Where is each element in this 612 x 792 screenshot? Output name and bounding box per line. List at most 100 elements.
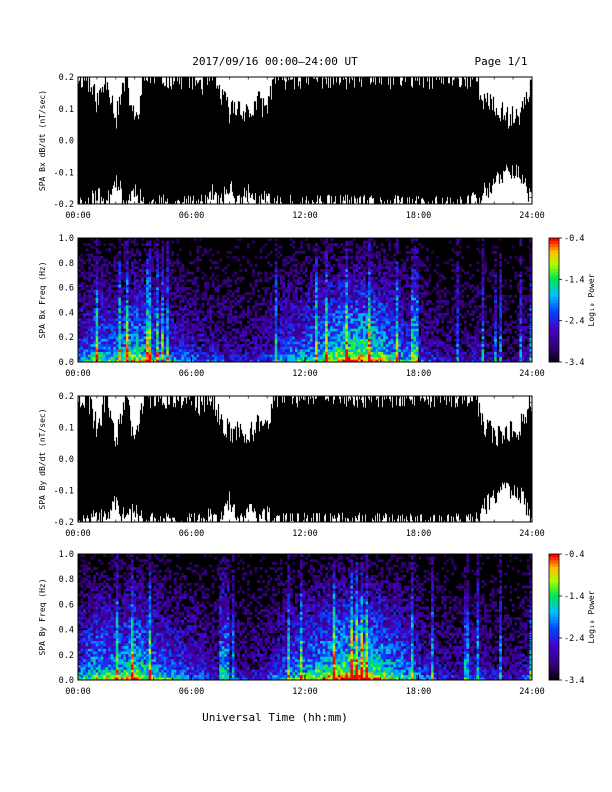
spectrogram-cell: [307, 284, 311, 288]
spectrogram-cell: [196, 336, 200, 340]
spectrogram-cell: [345, 258, 349, 262]
spectrogram-cell: [325, 346, 328, 350]
spectrogram-cell: [413, 297, 417, 301]
spectrogram-cell: [229, 356, 233, 360]
spectrogram-cell: [378, 325, 381, 329]
spectrogram-cell: [418, 336, 422, 340]
spectrogram-cell: [143, 356, 147, 360]
spectrogram-cell: [206, 341, 210, 345]
spectrogram-cell: [418, 359, 422, 363]
spectrogram-cell: [279, 325, 283, 329]
spectrogram-cell: [312, 297, 316, 301]
spectrogram-cell: [151, 312, 154, 316]
spectrogram-cell: [320, 346, 323, 350]
spectrogram-cell: [83, 359, 86, 363]
spectrogram-cell: [352, 351, 356, 355]
spectrogram-cell: [438, 338, 442, 342]
spectrogram-cell: [410, 346, 414, 350]
spectrogram-cell: [385, 356, 389, 360]
spectrogram-cell: [423, 320, 427, 324]
spectrogram-cell: [178, 346, 182, 350]
spectrogram-cell: [297, 325, 301, 329]
spectrogram-cell: [191, 312, 195, 316]
spectrogram-cell: [345, 271, 349, 275]
spectrogram-cell: [163, 356, 167, 360]
spectrogram-cell: [289, 336, 293, 340]
spectrogram-cell: [138, 354, 142, 358]
spectrogram-cell: [297, 271, 301, 275]
spectrogram-cell: [153, 320, 157, 324]
spectrogram-cell: [173, 346, 177, 350]
spectrogram-cell: [347, 338, 351, 342]
spectrogram-cell: [136, 310, 139, 314]
spectrogram-cell: [219, 320, 223, 324]
spectrogram-cell: [100, 284, 104, 288]
spectrogram-cell: [403, 346, 407, 350]
spectrogram-cell: [385, 261, 389, 265]
spectrogram-cell: [259, 302, 263, 306]
spectrogram-cell: [307, 248, 311, 252]
spectrogram-cell: [93, 245, 96, 249]
spectrogram-cell: [357, 320, 361, 324]
spectrogram-cell: [284, 271, 288, 275]
spectrogram-cell: [113, 261, 117, 265]
spectrogram-cell: [355, 331, 359, 334]
spectrogram-cell: [221, 354, 225, 358]
spectrogram-cell: [277, 250, 281, 254]
spectrogram-cell: [181, 310, 185, 314]
spectrogram-cell: [317, 318, 321, 321]
spectrogram-cell: [78, 343, 81, 347]
spectrogram-cell: [105, 248, 109, 252]
spectrogram-cell: [299, 336, 303, 340]
spectrogram-cell: [320, 307, 323, 311]
spectrogram-cell: [335, 243, 339, 247]
spectrogram-cell: [178, 279, 182, 283]
spectrogram-cell: [194, 336, 197, 340]
spectrogram-cell: [199, 349, 202, 352]
spectrogram-cell: [115, 338, 119, 342]
spectrogram-cell: [345, 356, 349, 360]
spectrogram-cell: [264, 349, 268, 352]
spectrogram-cell: [90, 343, 94, 347]
spectrogram-cell: [120, 269, 124, 272]
spectrogram-cell: [390, 351, 394, 355]
spectrogram-cell: [183, 343, 187, 347]
spectrogram-cell: [373, 356, 376, 360]
spectrogram-cell: [342, 338, 346, 342]
spectrogram-cell: [310, 343, 313, 347]
spectrogram-cell: [279, 328, 283, 332]
spectrogram-cell: [191, 325, 195, 329]
spectrogram-cell: [332, 338, 336, 342]
spectrogram-cell: [325, 284, 328, 288]
spectrogram-cell: [183, 354, 187, 358]
spectrogram-cell: [262, 323, 265, 327]
spectrogram-cell: [395, 343, 399, 347]
spectrogram-cell: [80, 318, 84, 321]
spectrogram-cell: [136, 354, 139, 358]
spectrogram-cell: [176, 323, 180, 327]
spectrogram-cell: [171, 276, 175, 280]
spectrogram-cell: [302, 292, 306, 296]
spectrogram-cell: [176, 281, 180, 285]
spectrogram-cell: [105, 359, 109, 363]
spectrogram-cell: [289, 305, 293, 309]
spectrogram-cell: [373, 297, 376, 301]
spectrogram-cell: [105, 338, 109, 342]
spectrogram-cell: [274, 248, 278, 252]
spectrogram-cell: [368, 305, 371, 309]
spectrogram-cell: [410, 279, 414, 283]
spectrogram-cell: [146, 281, 149, 285]
spectrogram-cell: [428, 320, 432, 324]
spectrogram-cell: [302, 336, 306, 340]
spectrogram-cell: [403, 318, 407, 321]
spectrogram-cell: [385, 328, 389, 332]
spectrogram-cell: [277, 341, 281, 345]
spectrogram-cell: [395, 279, 399, 283]
spectrogram-cell: [267, 338, 270, 342]
spectrogram-cell: [133, 320, 137, 324]
spectrogram-cell: [118, 302, 122, 306]
spectrogram-cell: [385, 263, 389, 267]
spectrogram-cell: [302, 318, 306, 321]
spectrogram-cell: [130, 305, 134, 309]
spectrogram-cell: [274, 279, 278, 283]
